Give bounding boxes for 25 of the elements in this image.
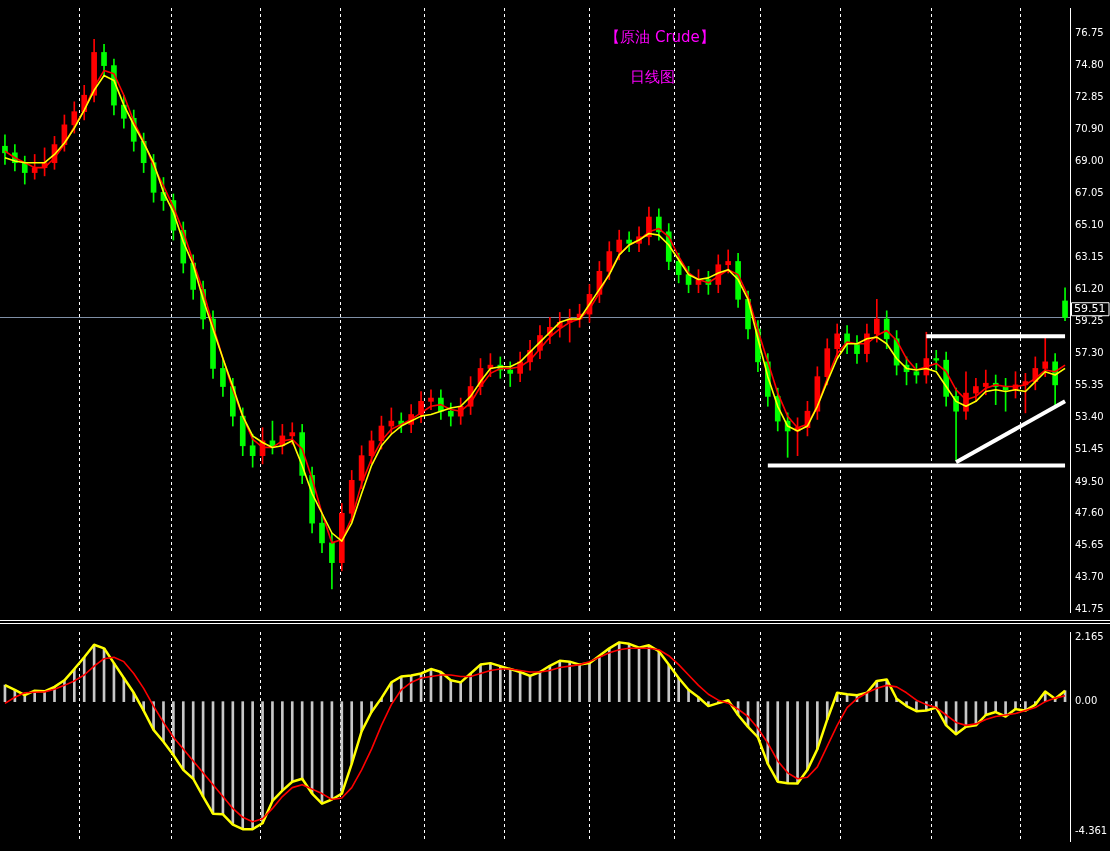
text: 【原油 Crude】: [605, 27, 715, 46]
text: 日线图: [629, 67, 675, 86]
y-tick-label: 69.00: [1075, 154, 1104, 166]
y-tick-label: 76.75: [1075, 27, 1104, 39]
y-tick-label: 49.50: [1075, 475, 1104, 487]
y-tick-label: 45.65: [1075, 538, 1104, 550]
y-tick-label: 53.40: [1075, 411, 1104, 423]
y-tick-label: 47.60: [1075, 506, 1104, 518]
y-tick-label: 55.35: [1075, 379, 1104, 391]
ref-line-label: 59.51: [1074, 302, 1106, 316]
y-tick-label: 0.00: [1075, 695, 1098, 707]
y-tick-label: 67.05: [1075, 186, 1104, 198]
y-tick-label: -4.361: [1075, 824, 1108, 836]
y-tick-label: 57.30: [1075, 347, 1104, 359]
y-tick-label: 70.90: [1075, 123, 1104, 135]
y-tick-label: 74.80: [1075, 59, 1104, 71]
y-tick-label: 72.85: [1075, 91, 1104, 103]
y-tick-label: 61.20: [1075, 283, 1104, 295]
y-tick-label: 59.25: [1075, 315, 1104, 327]
y-tick-label: 63.15: [1075, 250, 1104, 262]
y-tick-label: 2.165: [1075, 631, 1104, 643]
y-tick-label: 51.45: [1075, 443, 1104, 455]
y-tick-label: 43.70: [1075, 571, 1104, 583]
y-tick-label: 41.75: [1075, 603, 1104, 615]
y-tick-label: 65.10: [1075, 218, 1104, 230]
